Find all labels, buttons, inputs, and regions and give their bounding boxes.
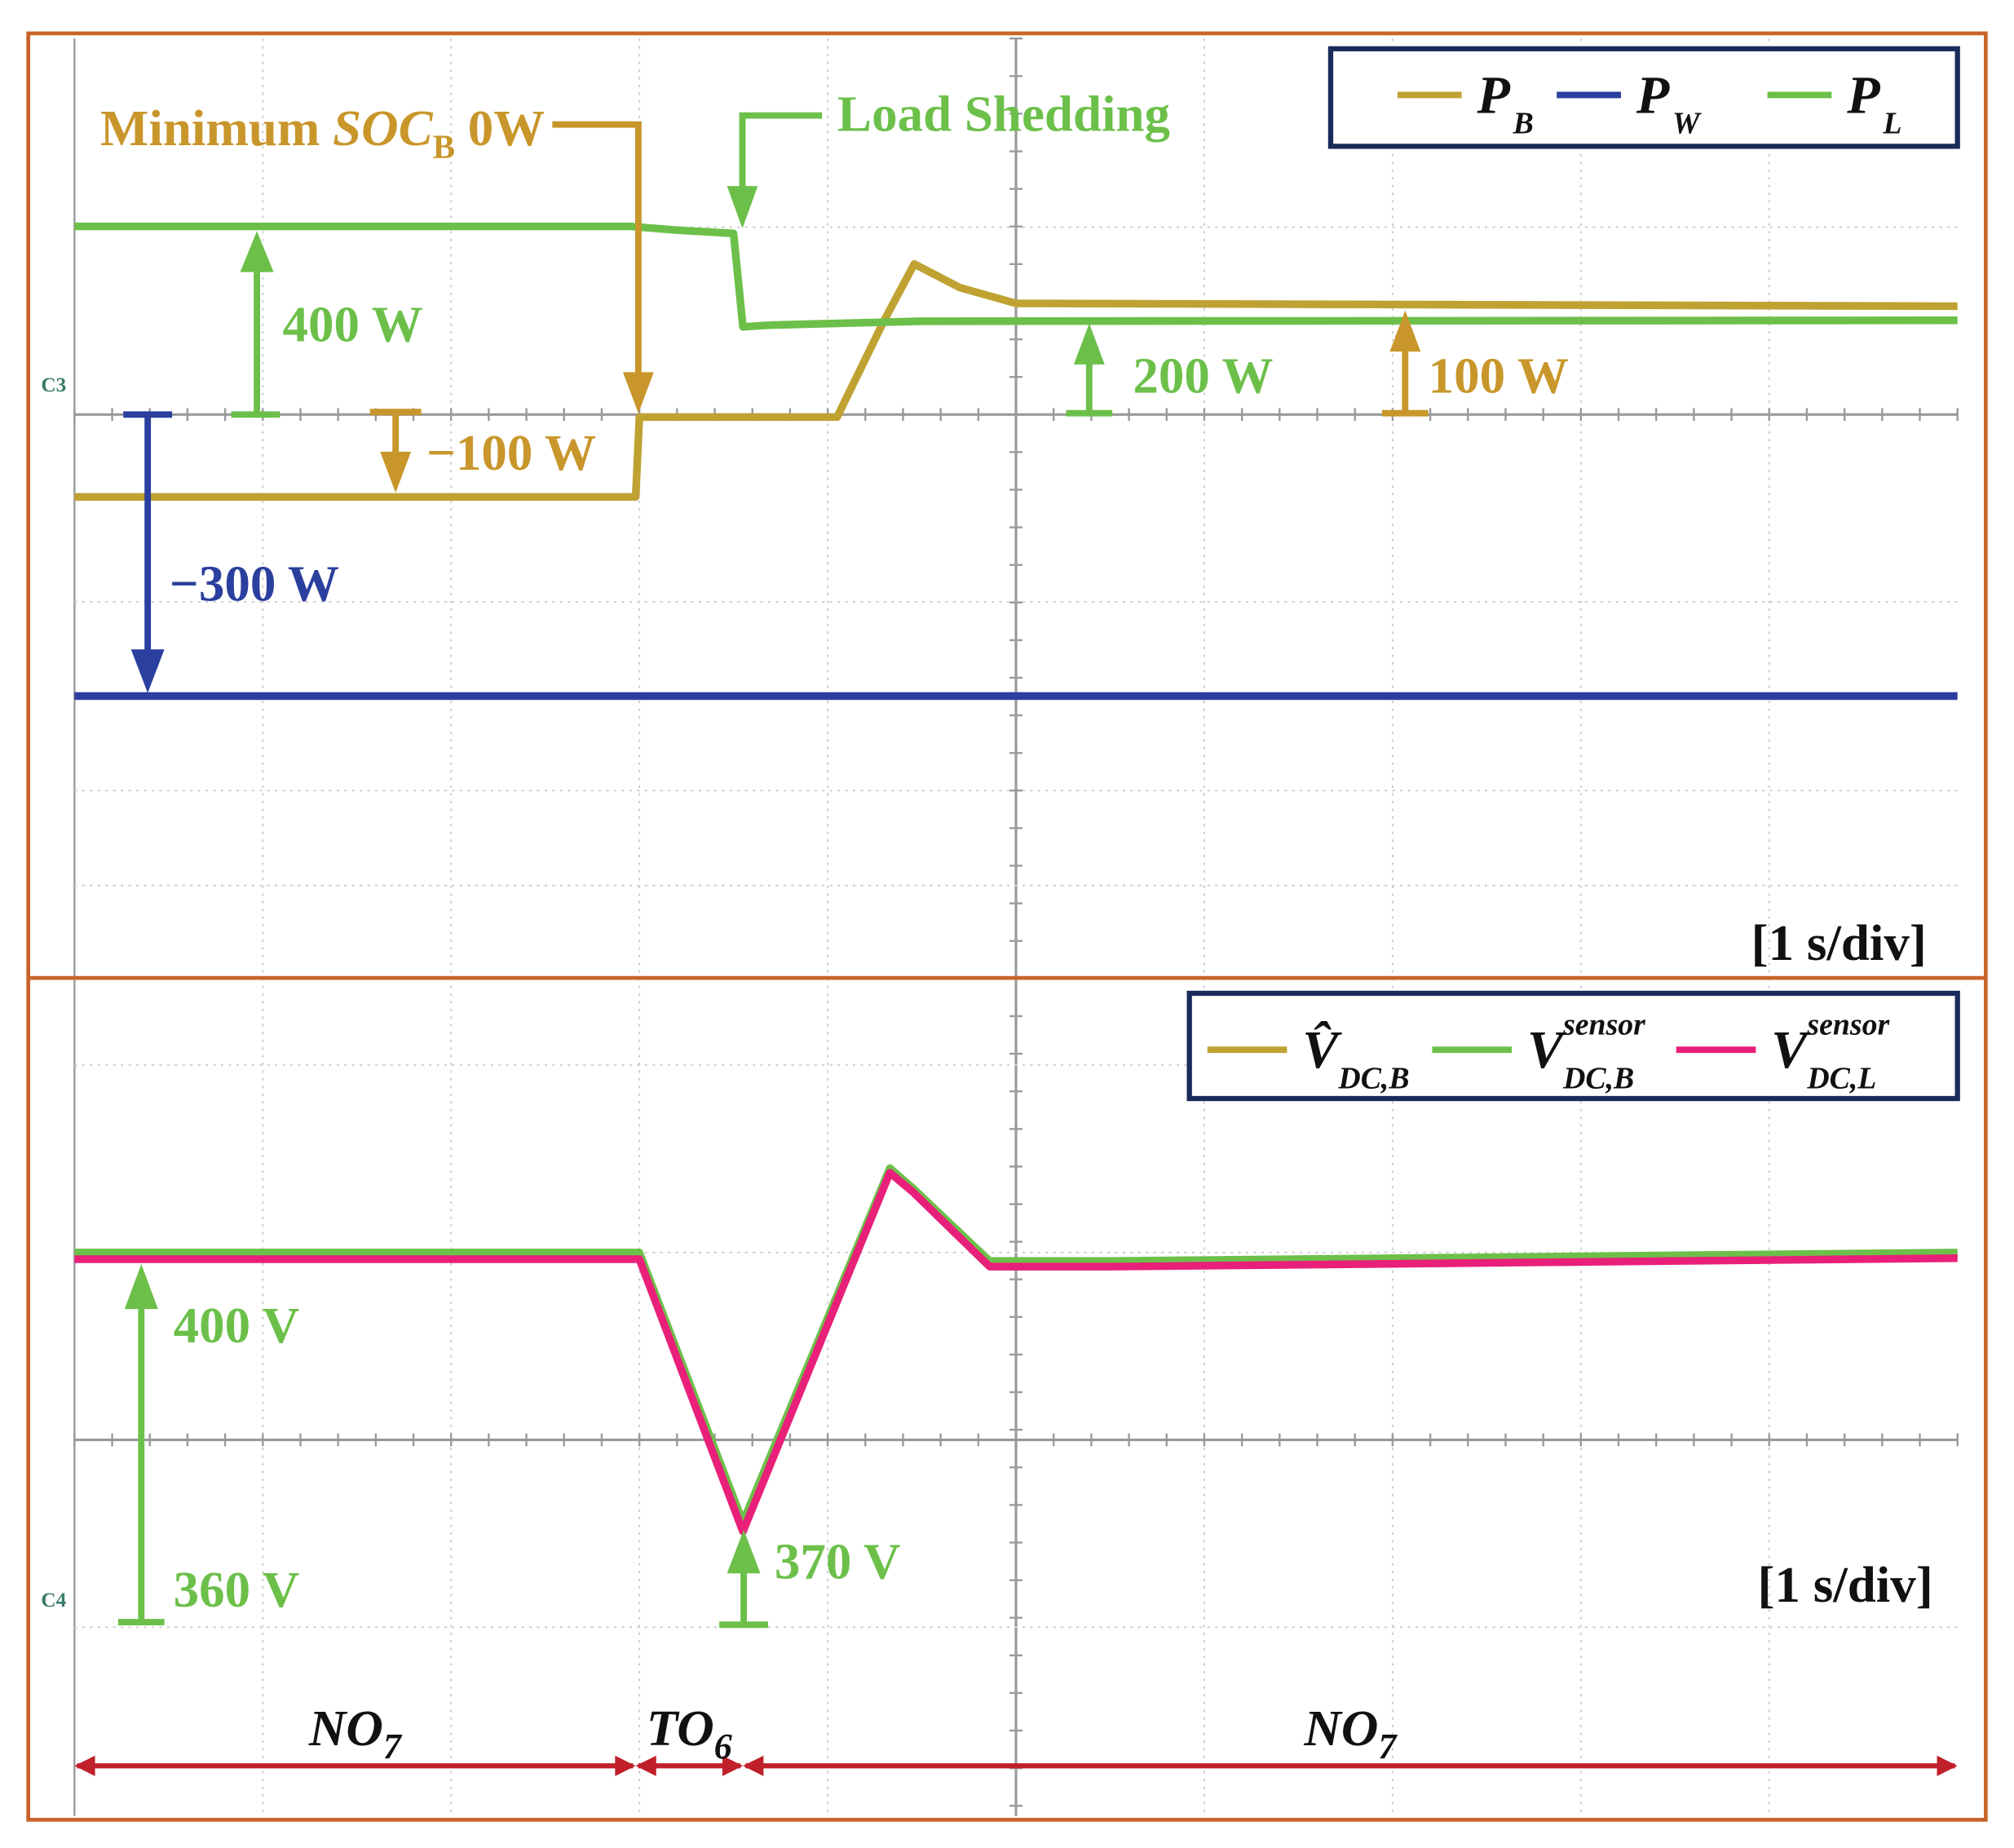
- arrow-head: [130, 649, 165, 693]
- annotation-part: 0W: [455, 99, 545, 157]
- arrow-head: [240, 231, 274, 272]
- phase-arrow-head: [74, 1755, 95, 1776]
- legend-label-sup: sensor: [1806, 1007, 1889, 1041]
- phase-arrow-head: [743, 1755, 764, 1776]
- channel-marker: C3: [41, 374, 66, 396]
- arrow-head: [622, 372, 654, 413]
- legend-label: V: [1771, 1020, 1811, 1080]
- annotation: Minimum SOCB 0W: [100, 99, 545, 166]
- annotation: 200 W: [1133, 347, 1273, 405]
- legend-label: P: [1636, 66, 1670, 126]
- phase-arrow-head: [615, 1755, 636, 1776]
- phase-label: NO7: [1303, 1700, 1398, 1766]
- annotation: 100 W: [1429, 347, 1569, 405]
- arrow-head: [1389, 310, 1421, 352]
- legend-label: P: [1477, 66, 1511, 126]
- annotation: −100 W: [426, 424, 596, 481]
- legend-label-sup: sensor: [1562, 1007, 1645, 1041]
- legend-label-sub: DC,B: [1337, 1061, 1409, 1095]
- frame: [26, 31, 1988, 1822]
- scale-label: [1 s/div]: [1757, 1556, 1932, 1613]
- scale-label: [1 s/div]: [1751, 914, 1927, 971]
- annotation-part: B: [433, 129, 455, 166]
- annotation: 360 V: [174, 1561, 300, 1618]
- annotation: Load Shedding: [837, 86, 1170, 143]
- phase-label-main: TO: [647, 1700, 714, 1757]
- phases: NO7 TO6 NO7: [74, 1700, 1958, 1776]
- channel-marker: C4: [41, 1589, 66, 1611]
- legend-label-sub: DC,L: [1806, 1061, 1876, 1095]
- arrow-head: [727, 186, 758, 229]
- arrow-head: [380, 451, 412, 493]
- annotation: 370 V: [775, 1533, 901, 1590]
- legend-label-sub: W: [1672, 107, 1702, 141]
- legend-label-sub: DC,B: [1562, 1061, 1634, 1095]
- phase-arrow-head: [635, 1755, 656, 1776]
- phase-arrow-head: [1937, 1755, 1958, 1776]
- annotation: −300 W: [170, 555, 339, 612]
- annotation: 400 W: [283, 296, 423, 353]
- trace: [74, 1169, 1958, 1536]
- legend-label-sub: L: [1882, 107, 1901, 141]
- phase-label-sub: 7: [1378, 1726, 1398, 1766]
- phase-label-main: NO: [308, 1700, 383, 1757]
- arrow-head: [1073, 323, 1105, 365]
- legend-box: [1186, 990, 1960, 1102]
- annotation-part: SOC: [333, 99, 434, 157]
- arrow: [739, 112, 823, 193]
- phase-label-main: NO: [1303, 1700, 1378, 1757]
- annotation-part: Minimum: [100, 99, 333, 157]
- legend-label-sub: B: [1513, 107, 1534, 141]
- legend-label: V: [1527, 1020, 1567, 1080]
- legend-label: P: [1846, 66, 1880, 126]
- phase-label-sub: 6: [714, 1726, 733, 1766]
- annotation: 400 V: [174, 1297, 300, 1354]
- phase-label-sub: 7: [383, 1726, 403, 1766]
- phase-label: NO7: [308, 1700, 403, 1766]
- arrow: [552, 121, 642, 379]
- phase-label: TO6: [647, 1700, 733, 1766]
- arrow-head: [727, 1529, 761, 1574]
- legend-label: V̂: [1302, 1020, 1342, 1080]
- arrow-head: [124, 1264, 158, 1310]
- phase-arrow-head: [722, 1755, 744, 1776]
